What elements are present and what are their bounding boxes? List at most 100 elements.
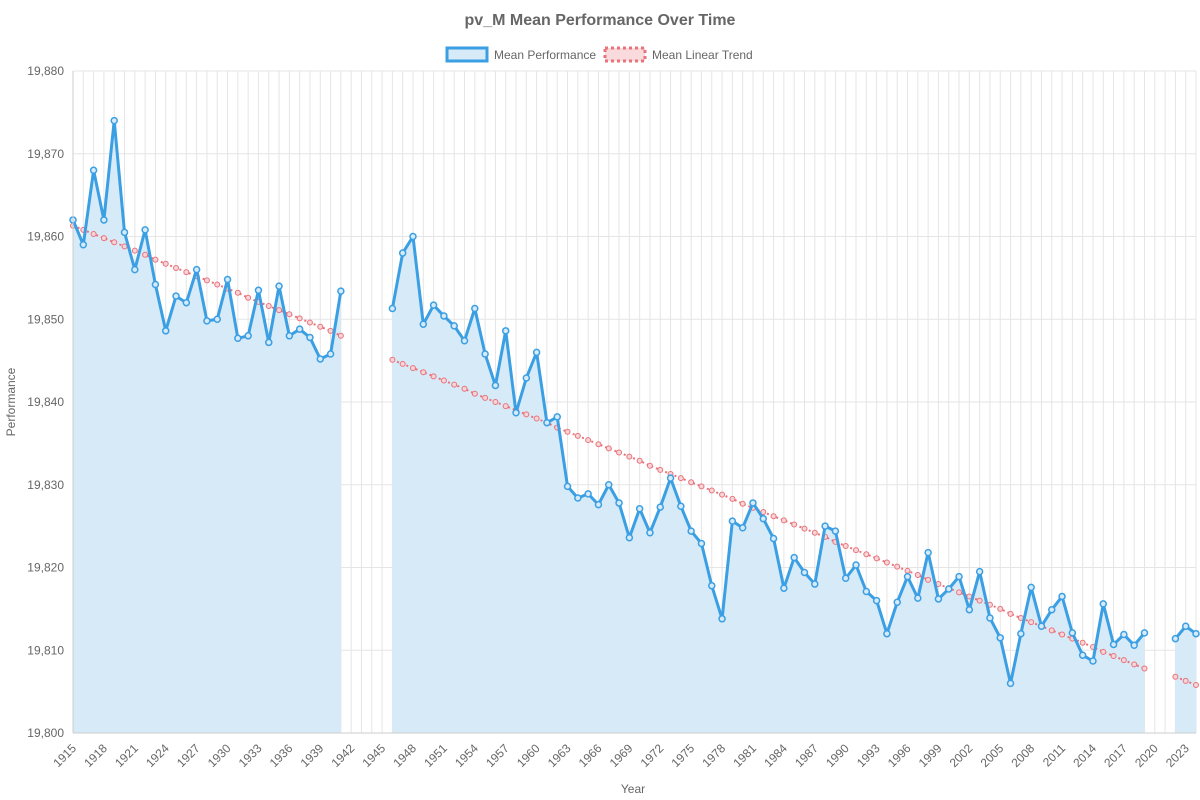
mean-performance-point[interactable] (522, 374, 531, 382)
mean-linear-trend-point[interactable] (440, 377, 447, 384)
mean-performance-point[interactable] (213, 315, 221, 323)
mean-linear-trend-point[interactable] (760, 509, 767, 516)
mean-linear-trend-point[interactable] (1172, 673, 1179, 680)
mean-linear-trend-point[interactable] (616, 449, 623, 456)
mean-performance-point[interactable] (553, 413, 561, 421)
mean-linear-trend-point[interactable] (1007, 610, 1014, 617)
mean-linear-trend-point[interactable] (925, 576, 932, 583)
mean-performance-point[interactable] (1078, 651, 1087, 659)
mean-linear-trend-point[interactable] (791, 521, 798, 528)
mean-performance-point[interactable] (192, 265, 201, 274)
mean-linear-trend-point[interactable] (976, 597, 983, 604)
mean-performance-point[interactable] (955, 572, 963, 581)
mean-linear-trend-point[interactable] (142, 251, 149, 258)
mean-performance-point[interactable] (450, 322, 458, 330)
mean-linear-trend-point[interactable] (842, 542, 849, 549)
mean-performance-point[interactable] (306, 333, 314, 342)
mean-performance-point[interactable] (337, 287, 345, 295)
mean-linear-trend-point[interactable] (337, 332, 344, 339)
mean-performance-point[interactable] (1099, 600, 1108, 608)
mean-performance-point[interactable] (1006, 679, 1015, 688)
mean-performance-point[interactable] (883, 629, 891, 638)
mean-performance-point[interactable] (975, 567, 984, 576)
mean-performance-point[interactable] (265, 338, 273, 347)
mean-linear-trend-point[interactable] (1028, 619, 1035, 626)
mean-linear-trend-point[interactable] (214, 281, 221, 288)
mean-performance-point[interactable] (584, 490, 592, 498)
mean-performance-point[interactable] (1089, 657, 1097, 665)
mean-performance-point[interactable] (615, 499, 623, 507)
mean-performance-point[interactable] (460, 337, 469, 345)
mean-performance-point[interactable] (1068, 629, 1077, 637)
mean-linear-trend-point[interactable] (523, 411, 530, 418)
mean-linear-trend-point[interactable] (657, 466, 664, 473)
mean-performance-point[interactable] (512, 409, 520, 417)
mean-performance-point[interactable] (903, 572, 912, 581)
mean-performance-point[interactable] (326, 350, 335, 358)
mean-linear-trend-point[interactable] (853, 547, 860, 554)
mean-performance-point[interactable] (182, 298, 191, 307)
mean-performance-point[interactable] (780, 584, 788, 592)
mean-performance-point[interactable] (244, 332, 252, 340)
legend[interactable]: Mean Performance Mean Linear Trend (445, 46, 753, 63)
mean-linear-trend-point[interactable] (173, 264, 180, 271)
mean-linear-trend-point[interactable] (492, 399, 499, 405)
mean-performance-point[interactable] (100, 216, 108, 224)
mean-linear-trend-point[interactable] (585, 437, 592, 444)
mean-performance-point[interactable] (1017, 629, 1025, 638)
mean-linear-trend-point[interactable] (956, 589, 963, 596)
mean-linear-trend-point[interactable] (1048, 627, 1055, 634)
mean-performance-point[interactable] (398, 249, 407, 257)
mean-linear-trend-point[interactable] (121, 243, 128, 250)
mean-linear-trend-point[interactable] (739, 500, 746, 507)
mean-linear-trend-point[interactable] (780, 517, 787, 524)
mean-performance-point[interactable] (934, 595, 943, 603)
mean-linear-trend-point[interactable] (564, 428, 571, 435)
mean-performance-point[interactable] (893, 598, 901, 607)
mean-performance-point[interactable] (285, 332, 294, 340)
mean-performance-point[interactable] (677, 502, 685, 511)
mean-linear-trend-point[interactable] (234, 289, 241, 296)
mean-linear-trend-point[interactable] (306, 319, 313, 326)
mean-performance-point[interactable] (141, 226, 149, 234)
mean-performance-point[interactable] (481, 350, 489, 358)
mean-performance-point[interactable] (1037, 622, 1046, 631)
mean-performance-point[interactable] (161, 327, 170, 335)
mean-performance-point[interactable] (501, 327, 510, 335)
mean-linear-trend-point[interactable] (688, 479, 695, 486)
mean-linear-trend-point[interactable] (131, 247, 138, 254)
mean-linear-trend-point[interactable] (409, 365, 416, 372)
mean-performance-point[interactable] (862, 587, 871, 596)
mean-performance-point[interactable] (1109, 640, 1118, 649)
mean-linear-trend-point[interactable] (482, 394, 489, 401)
mean-performance-point[interactable] (532, 348, 541, 357)
mean-performance-point[interactable] (1181, 622, 1190, 631)
mean-linear-trend-point[interactable] (389, 356, 396, 363)
mean-performance-point[interactable] (131, 265, 139, 274)
mean-performance-point[interactable] (89, 166, 98, 175)
mean-performance-point[interactable] (708, 581, 716, 590)
mean-performance-point[interactable] (944, 585, 953, 593)
mean-linear-trend-point[interactable] (646, 462, 653, 469)
mean-linear-trend-point[interactable] (1100, 648, 1107, 655)
mean-performance-point[interactable] (316, 355, 325, 363)
mean-linear-trend-point[interactable] (1120, 657, 1127, 664)
mean-performance-point[interactable] (295, 325, 304, 333)
mean-linear-trend-point[interactable] (883, 559, 890, 566)
mean-performance-point[interactable] (203, 317, 211, 325)
mean-performance-point[interactable] (429, 301, 438, 309)
mean-performance-point[interactable] (656, 503, 665, 511)
mean-performance-point[interactable] (666, 474, 675, 482)
mean-performance-point[interactable] (697, 539, 706, 548)
mean-linear-trend-point[interactable] (894, 563, 901, 570)
mean-performance-point[interactable] (821, 522, 829, 530)
mean-performance-point[interactable] (223, 275, 232, 284)
mean-linear-trend-point[interactable] (471, 390, 478, 397)
legend-item-mean-linear-trend[interactable]: Mean Linear Trend (603, 46, 753, 63)
mean-performance-point[interactable] (440, 312, 448, 320)
mean-performance-point[interactable] (1130, 641, 1138, 650)
mean-performance-point[interactable] (388, 304, 397, 313)
mean-linear-trend-point[interactable] (183, 269, 190, 276)
mean-performance-point[interactable] (594, 500, 603, 509)
mean-linear-trend-point[interactable] (420, 369, 427, 376)
